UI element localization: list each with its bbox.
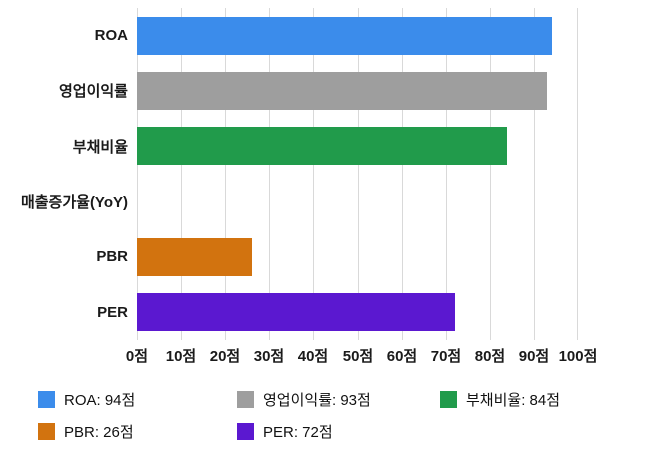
x-tick-label: 60점 [386, 348, 418, 365]
gridline [577, 8, 578, 340]
legend: ROA: 94점 영업이익률: 93점 부채비율: 84점 PBR: 26점 PER: … [38, 389, 638, 447]
x-tick-label: 80점 [474, 348, 506, 365]
category-label: PBR [96, 248, 128, 266]
legend-item: 부채비율: 84점 [440, 389, 560, 409]
category-label: 매출증가율(YoY) [20, 194, 128, 212]
bar-segment [137, 72, 548, 110]
category-label: PER [97, 303, 128, 321]
legend-swatch [237, 390, 254, 408]
x-tick-label: 20점 [209, 348, 241, 365]
legend-label: PBR: 26점 [64, 423, 134, 441]
x-tick-label: 70점 [430, 348, 462, 365]
legend-swatch [38, 422, 55, 440]
bar-segment [137, 16, 552, 55]
x-tick-label: 50점 [342, 348, 374, 365]
legend-label: ROA: 94점 [64, 391, 136, 409]
gridline [181, 8, 182, 340]
legend-swatch [440, 390, 457, 408]
bar-segment [137, 238, 252, 276]
legend-label: 영업이익률: 93점 [263, 391, 371, 409]
legend-label: PER: 72점 [263, 423, 333, 441]
legend-item: PER: 72점 [237, 421, 333, 441]
legend-swatch [38, 390, 55, 408]
gridline [269, 8, 270, 340]
x-tick-label: 10점 [165, 348, 197, 365]
gridline [446, 8, 447, 340]
x-tick-label: 90점 [518, 348, 550, 365]
gridline [358, 8, 359, 340]
x-tick-label: 0점 [125, 348, 149, 365]
bar-segment [137, 293, 455, 332]
x-tick-label: 30점 [253, 348, 285, 365]
gridline [490, 8, 491, 340]
plot-area [137, 8, 578, 340]
x-tick-label: 100점 [558, 348, 598, 365]
legend-item: ROA: 94점 [38, 389, 135, 409]
legend-swatch [237, 422, 254, 440]
x-axis: 0점 10점 20점 30점 40점 50점 60점 70점 80점 90점 100점 [126, 345, 597, 367]
gridline [225, 8, 226, 340]
bar-segment [137, 127, 508, 166]
gridline [137, 8, 138, 340]
gridline [313, 8, 314, 340]
legend-item: 영업이익률: 93점 [237, 389, 371, 409]
x-tick-label: 40점 [297, 348, 329, 365]
category-label: ROA [94, 27, 128, 45]
legend-label: 부채비율: 84점 [466, 391, 561, 409]
gridline [534, 8, 535, 340]
gridline [402, 8, 403, 340]
category-label: 영업이익률 [58, 83, 128, 101]
legend-item: PBR: 26점 [38, 421, 134, 441]
category-label: 부채비율 [72, 138, 128, 156]
